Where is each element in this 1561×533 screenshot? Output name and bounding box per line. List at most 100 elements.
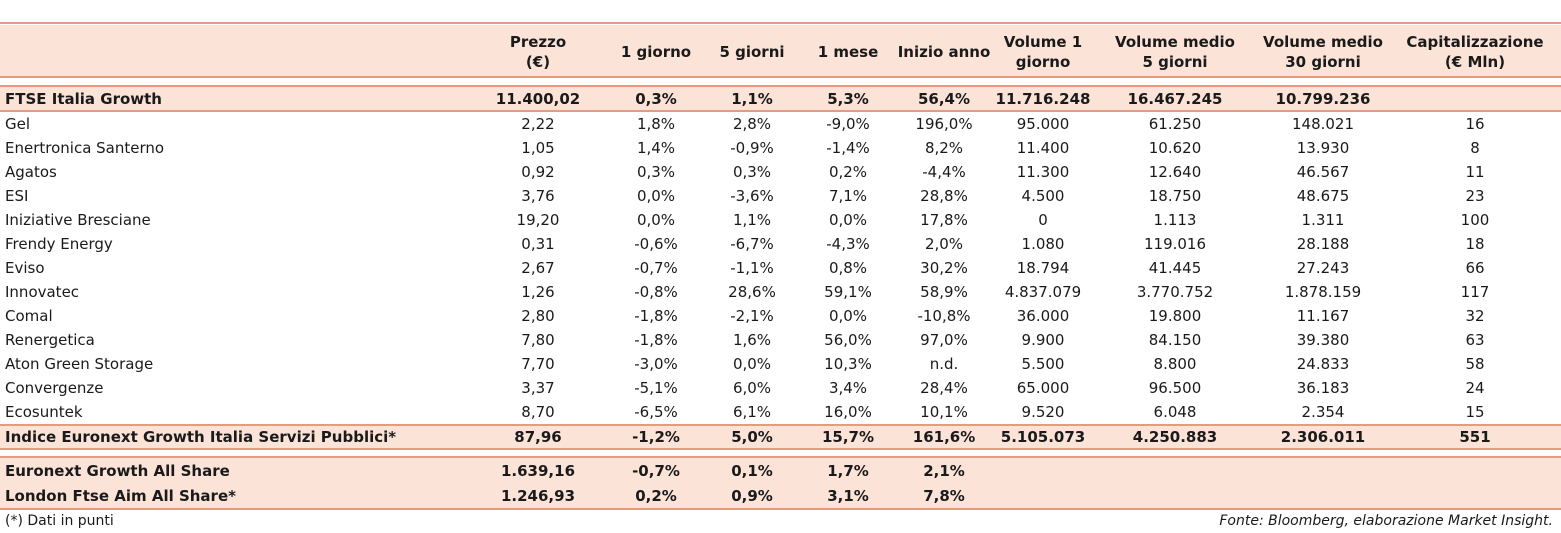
rule-top	[0, 22, 1561, 24]
rule-market-top	[0, 456, 1561, 458]
cell-change-1m: 3,4%	[828, 379, 868, 397]
cell-change-1m: -1,4%	[826, 139, 870, 157]
row-name: Frendy Energy	[5, 235, 113, 253]
rule-index-bottom	[0, 110, 1561, 112]
cell-change-1d: 0,3%	[635, 90, 677, 108]
cell-price: 11.400,02	[495, 90, 581, 108]
cell-change-1m: 59,1%	[824, 283, 872, 301]
header-volume-avg-30d: Volume medio 30 giorni	[1263, 33, 1383, 71]
cell-change-1d: -0,6%	[634, 235, 678, 253]
cell-volume-1d: 11.716.248	[995, 90, 1091, 108]
cell-price: 1.246,93	[500, 487, 576, 505]
row-name: Euronext Growth All Share	[5, 462, 230, 480]
source-note: Fonte: Bloomberg, elaborazione Market In…	[1219, 513, 1553, 529]
cell-price: 19,20	[516, 211, 560, 229]
cell-volume-1d: 65.000	[1016, 379, 1070, 397]
cell-market-cap: 58	[1465, 355, 1485, 373]
cell-volume-avg-30d: 46.567	[1296, 163, 1350, 181]
cell-volume-avg-30d: 36.183	[1296, 379, 1350, 397]
cell-price: 3,76	[521, 187, 555, 205]
market-rows-band	[0, 458, 1561, 508]
cell-change-1d: -1,8%	[634, 331, 678, 349]
cell-change-ytd: 196,0%	[915, 115, 973, 133]
footnote: (*) Dati in punti	[5, 513, 114, 529]
cell-volume-avg-30d: 48.675	[1296, 187, 1350, 205]
cell-change-1d: -0,7%	[634, 259, 678, 277]
cell-volume-avg-5d: 8.800	[1153, 355, 1197, 373]
cell-change-ytd: 97,0%	[920, 331, 968, 349]
cell-market-cap: 11	[1465, 163, 1485, 181]
cell-change-1d: -6,5%	[634, 403, 678, 421]
cell-market-cap: 63	[1465, 331, 1485, 349]
cell-change-1d: 0,0%	[636, 187, 676, 205]
cell-market-cap: 66	[1465, 259, 1485, 277]
cell-change-1d: 1,4%	[636, 139, 676, 157]
cell-price: 7,80	[521, 331, 555, 349]
cell-price: 2,80	[521, 307, 555, 325]
cell-change-1d: -5,1%	[634, 379, 678, 397]
cell-change-ytd: -4,4%	[922, 163, 966, 181]
row-name: Aton Green Storage	[5, 355, 154, 373]
cell-change-5d: 1,1%	[732, 211, 772, 229]
cell-volume-avg-30d: 10.799.236	[1275, 90, 1371, 108]
cell-price: 7,70	[521, 355, 555, 373]
cell-volume-1d: 5.105.073	[1000, 428, 1086, 446]
cell-price: 8,70	[521, 403, 555, 421]
cell-change-ytd: 56,4%	[917, 90, 971, 108]
cell-volume-avg-5d: 41.445	[1148, 259, 1202, 277]
cell-change-5d: -6,7%	[730, 235, 774, 253]
cell-volume-1d: 18.794	[1016, 259, 1070, 277]
header-price: Prezzo (€)	[509, 33, 567, 71]
cell-change-5d: -0,9%	[730, 139, 774, 157]
row-name: Indice Euronext Growth Italia Servizi Pu…	[5, 428, 397, 446]
cell-change-5d: 0,9%	[731, 487, 773, 505]
row-name: Agatos	[5, 163, 57, 181]
cell-change-5d: 0,0%	[732, 355, 772, 373]
cell-change-ytd: 17,8%	[920, 211, 968, 229]
cell-volume-1d: 11.400	[1016, 139, 1070, 157]
cell-change-5d: -1,1%	[730, 259, 774, 277]
cell-change-ytd: 58,9%	[920, 283, 968, 301]
row-name: FTSE Italia Growth	[5, 90, 162, 108]
cell-change-5d: 6,1%	[732, 403, 772, 421]
cell-price: 3,37	[521, 379, 555, 397]
cell-change-ytd: 10,1%	[920, 403, 968, 421]
row-name: ESI	[5, 187, 29, 205]
cell-volume-avg-30d: 1.311	[1301, 211, 1345, 229]
cell-change-1d: -0,8%	[634, 283, 678, 301]
cell-change-1d: -3,0%	[634, 355, 678, 373]
cell-volume-avg-30d: 11.167	[1296, 307, 1350, 325]
cell-change-1m: 1,7%	[827, 462, 869, 480]
cell-volume-avg-30d: 2.306.011	[1280, 428, 1366, 446]
cell-change-1m: 16,0%	[824, 403, 872, 421]
cell-change-1m: 10,3%	[824, 355, 872, 373]
cell-change-ytd: n.d.	[929, 355, 959, 373]
cell-change-ytd: 28,4%	[920, 379, 968, 397]
cell-volume-1d: 0	[1038, 211, 1048, 229]
cell-market-cap: 23	[1465, 187, 1485, 205]
cell-volume-avg-5d: 12.640	[1148, 163, 1202, 181]
row-name: Innovatec	[5, 283, 80, 301]
rule-index-top	[0, 85, 1561, 87]
cell-change-ytd: 7,8%	[923, 487, 965, 505]
cell-volume-avg-30d: 28.188	[1296, 235, 1350, 253]
cell-volume-avg-5d: 18.750	[1148, 187, 1202, 205]
cell-volume-avg-5d: 3.770.752	[1136, 283, 1214, 301]
header-volume-avg-5d: Volume medio 5 giorni	[1115, 33, 1235, 71]
cell-change-5d: -2,1%	[730, 307, 774, 325]
cell-volume-avg-30d: 1.878.159	[1284, 283, 1362, 301]
cell-price: 2,22	[521, 115, 555, 133]
row-name: Iniziative Bresciane	[5, 211, 151, 229]
cell-price: 2,67	[521, 259, 555, 277]
header-change-1d: 1 giorno	[620, 43, 692, 61]
cell-volume-avg-30d: 27.243	[1296, 259, 1350, 277]
header-market-cap: Capitalizzazione (€ Mln)	[1406, 33, 1544, 71]
rule-bottom	[0, 508, 1561, 510]
cell-change-5d: -3,6%	[730, 187, 774, 205]
cell-change-1d: -0,7%	[632, 462, 680, 480]
header-change-1m: 1 mese	[817, 43, 879, 61]
cell-change-1m: 56,0%	[824, 331, 872, 349]
cell-change-ytd: 28,8%	[920, 187, 968, 205]
cell-price: 1.639,16	[500, 462, 576, 480]
cell-change-ytd: -10,8%	[917, 307, 971, 325]
